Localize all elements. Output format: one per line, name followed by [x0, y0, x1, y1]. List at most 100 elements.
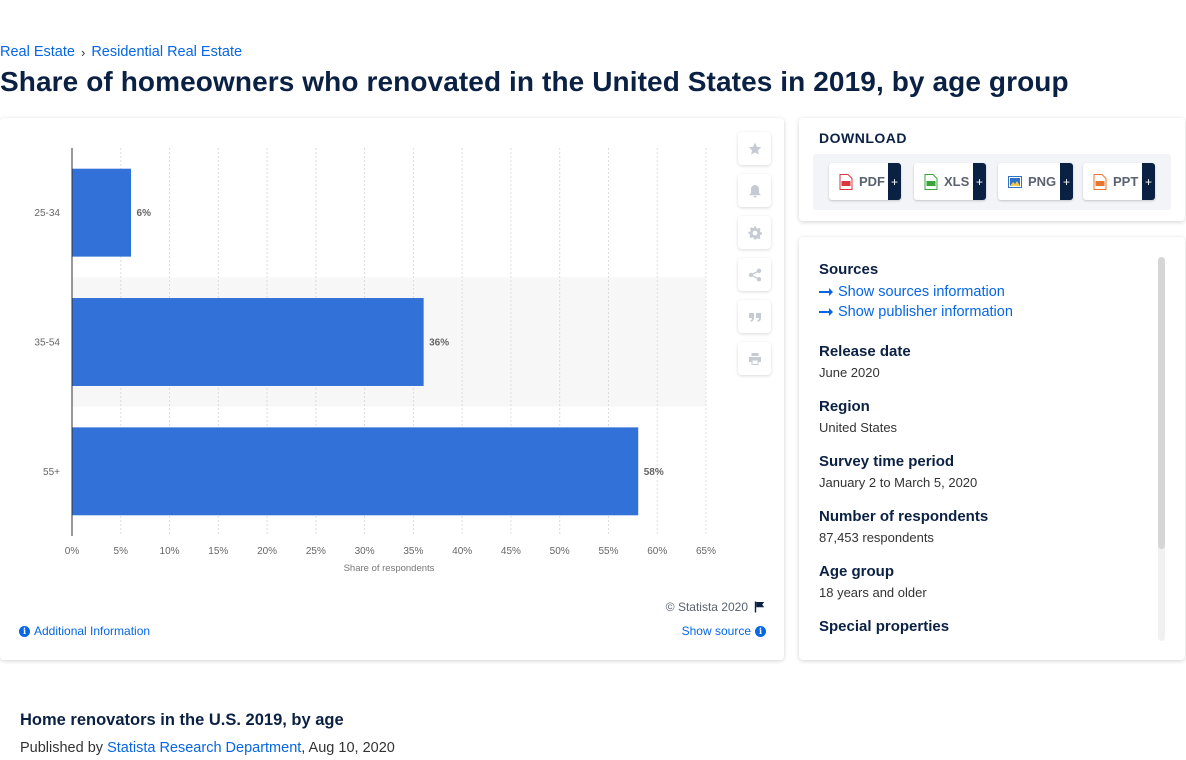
published-by-prefix: Published by [20, 740, 108, 756]
respondents-label: Number of respondents [819, 508, 989, 525]
statistic-subtitle: Home renovators in the U.S. 2019, by age [20, 711, 344, 729]
release-date-section: Release date June 2020 [819, 343, 911, 380]
download-xls-label: XLS [944, 174, 970, 189]
cite-button[interactable] [738, 300, 771, 333]
respondents-value: 87,453 respondents [819, 530, 934, 545]
download-pdf-button[interactable]: PDF + [829, 163, 901, 200]
statistic-details-panel: Sources Show sources information Show pu… [799, 237, 1185, 660]
breadcrumb-residential-real-estate[interactable]: Residential Real Estate [91, 44, 243, 60]
download-ppt-button[interactable]: PPT + [1083, 163, 1155, 200]
chart-panel: 0% 5% 10% 15% 20% 25% 30% 35% 40% 45% 50% 55% 60% 65%… [0, 118, 784, 660]
download-xls-plus[interactable]: + [973, 163, 986, 200]
x-tick-label: 55% [598, 546, 618, 557]
download-ppt-label: PPT [1113, 174, 1139, 189]
arrow-right-icon [819, 308, 833, 316]
sources-label: Sources [819, 261, 879, 278]
data-label: 58% [644, 467, 664, 478]
published-by: Published by Statista Research Departmen… [20, 740, 395, 756]
print-button[interactable] [738, 342, 771, 375]
download-panel: DOWNLOAD PDF + XLS + PNG + P [799, 118, 1185, 221]
share-icon [748, 268, 761, 281]
download-pdf-plus[interactable]: + [888, 163, 901, 200]
breadcrumb-real-estate[interactable]: Real Estate [0, 44, 75, 60]
publisher-link[interactable]: Statista Research Department [107, 740, 302, 756]
breadcrumb-separator: › [80, 44, 86, 60]
copyright-text: © Statista 2020 [665, 600, 748, 614]
y-category-label: 35-54 [34, 338, 60, 349]
download-png-label: PNG [1028, 174, 1057, 189]
show-publisher-label: Show publisher information [838, 304, 1013, 320]
bar [72, 298, 424, 386]
x-axis-title: Share of respondents [344, 563, 435, 574]
x-tick-label: 20% [257, 546, 277, 557]
notification-button[interactable] [738, 174, 771, 207]
age-group-value: 18 years and older [819, 585, 927, 600]
x-tick-label: 35% [403, 546, 423, 557]
x-tick-label: 60% [647, 546, 667, 557]
y-category-label: 25-34 [34, 208, 60, 219]
show-source-link[interactable]: Show source i [682, 624, 766, 638]
info-icon: i [755, 625, 766, 637]
data-label: 36% [429, 338, 449, 349]
show-publisher-link[interactable]: Show publisher information [819, 304, 1013, 320]
x-tick-label: 0% [65, 546, 80, 557]
favorite-button[interactable] [738, 132, 771, 165]
x-tick-label: 30% [355, 546, 375, 557]
published-date: , Aug 10, 2020 [301, 740, 395, 756]
share-button[interactable] [738, 258, 771, 291]
info-icon: i [19, 625, 30, 637]
x-tick-label: 15% [208, 546, 228, 557]
png-file-icon [1008, 174, 1022, 190]
download-png-plus[interactable]: + [1060, 163, 1073, 200]
x-tick-label: 65% [696, 546, 716, 557]
special-properties-label: Special properties [819, 618, 950, 635]
download-png-button[interactable]: PNG + [998, 163, 1073, 200]
survey-period-label: Survey time period [819, 453, 955, 470]
x-tick-label: 50% [550, 546, 570, 557]
settings-button[interactable] [738, 216, 771, 249]
special-properties-section: Special properties [819, 618, 949, 635]
pdf-file-icon [839, 173, 853, 190]
age-group-section: Age group 18 years and older [819, 563, 927, 600]
age-group-label: Age group [819, 563, 894, 580]
survey-period-value: January 2 to March 5, 2020 [819, 475, 978, 490]
region-section: Region United States [819, 398, 897, 435]
region-value: United States [819, 420, 898, 435]
flag-icon[interactable] [754, 601, 766, 613]
show-source-label: Show source [681, 624, 751, 638]
page-title: Share of homeowners who renovated in the… [0, 66, 1069, 97]
ppt-file-icon [1093, 173, 1107, 190]
xls-file-icon [924, 173, 938, 190]
bell-icon [749, 184, 760, 197]
bar [72, 427, 639, 516]
x-tick-label: 25% [306, 546, 326, 557]
sources-section: Sources Show sources information Show pu… [819, 261, 1013, 320]
download-title: DOWNLOAD [819, 130, 907, 146]
gear-icon [748, 226, 762, 239]
download-pdf-label: PDF [859, 174, 885, 189]
survey-period-section: Survey time period January 2 to March 5,… [819, 453, 977, 490]
download-ppt-plus[interactable]: + [1142, 163, 1155, 200]
x-tick-label: 45% [501, 546, 521, 557]
download-xls-button[interactable]: XLS + [914, 163, 986, 200]
bar [72, 168, 132, 257]
details-scrollbar[interactable] [1158, 257, 1165, 641]
respondents-section: Number of respondents 87,453 respondents [819, 508, 988, 545]
region-label: Region [819, 398, 870, 415]
additional-information-link[interactable]: i Additional Information [19, 624, 150, 638]
additional-information-label: Additional Information [34, 624, 151, 638]
show-sources-link[interactable]: Show sources information [819, 284, 1013, 300]
arrow-right-icon [819, 288, 833, 296]
chart-tools [738, 132, 771, 384]
x-tick-label: 10% [160, 546, 180, 557]
x-tick-label: 40% [452, 546, 472, 557]
y-category-label: 55+ [43, 467, 60, 478]
release-date-label: Release date [819, 343, 911, 360]
quote-icon [748, 312, 761, 322]
x-tick-label: 5% [114, 546, 129, 557]
breadcrumb: Real Estate › Residential Real Estate [0, 43, 242, 61]
download-options: PDF + XLS + PNG + PPT + [813, 154, 1171, 210]
details-scrollbar-thumb[interactable] [1158, 257, 1165, 549]
star-icon [748, 142, 761, 155]
copyright: © Statista 2020 [666, 600, 766, 614]
